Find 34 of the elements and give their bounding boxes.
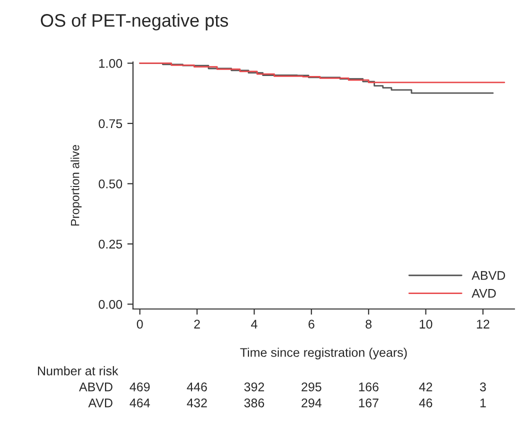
text: Number at risk — [38, 366, 118, 376]
text: 386 — [244, 398, 264, 408]
text: 469 — [130, 382, 150, 392]
y-tick-label: 1.00 — [99, 59, 122, 68]
text: 42 — [419, 382, 432, 392]
text: 166 — [359, 382, 378, 392]
y-tick-label: 0.50 — [98, 179, 122, 188]
y-tick-label: 0.75 — [98, 119, 122, 128]
text: 46 — [419, 398, 432, 408]
text: 432 — [186, 398, 207, 408]
x-tick-label: 10 — [420, 320, 432, 329]
text: 446 — [186, 382, 207, 392]
text: AVD — [88, 398, 112, 408]
x-tick-label: 2 — [194, 320, 200, 328]
x-tick-label: 12 — [476, 320, 490, 328]
y-tick-label: 0.25 — [98, 240, 122, 249]
text: 464 — [130, 398, 150, 408]
text: 392 — [244, 382, 264, 392]
text: 3 — [480, 382, 486, 392]
y-axis-title: Proportion alive — [70, 145, 82, 226]
legend-label: AVD — [472, 289, 496, 298]
text: 295 — [302, 382, 322, 392]
text: 167 — [359, 398, 378, 408]
x-tick-label: 8 — [366, 320, 372, 329]
x-tick-label: 0 — [136, 320, 143, 329]
x-tick-label: 6 — [308, 320, 314, 329]
text: 1 — [480, 398, 486, 408]
chart-title: OS of PET-negative pts — [40, 14, 228, 30]
y-tick-label: 0.00 — [98, 300, 122, 309]
x-axis-title: Time since registration (years) — [240, 348, 407, 360]
text: ABVD — [78, 382, 112, 392]
x-tick-label: 4 — [251, 320, 258, 328]
text: 294 — [302, 398, 322, 408]
legend-label: ABVD — [472, 271, 506, 280]
